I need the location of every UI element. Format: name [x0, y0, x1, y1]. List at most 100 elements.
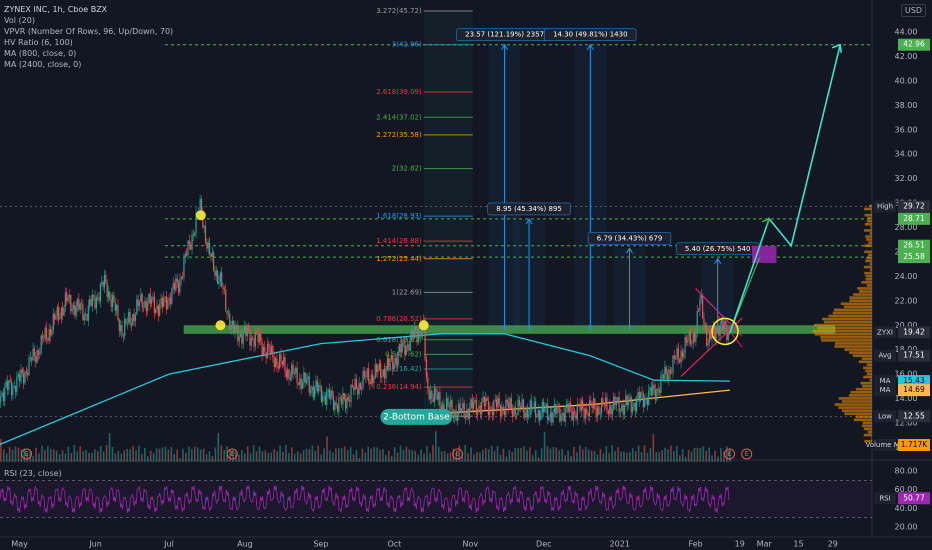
volume-bar: [684, 456, 687, 462]
candle-body: [334, 402, 336, 410]
candle-body: [194, 232, 196, 236]
volume-bar: [176, 449, 178, 462]
candle-body: [582, 400, 584, 409]
time-tick-label: Mar: [757, 540, 773, 549]
volume-bar: [537, 457, 540, 462]
candle-body: [114, 302, 116, 311]
volume-bar: [587, 449, 590, 462]
indicator-vol[interactable]: Vol (20): [4, 16, 35, 25]
candle-body: [322, 396, 324, 402]
candle-body: [432, 398, 434, 403]
volume-bar: [185, 452, 187, 462]
candle-body: [89, 299, 91, 306]
candle-body: [211, 252, 213, 257]
volume-bar: [211, 456, 214, 462]
volume-bar: [67, 446, 70, 462]
candle-body: [436, 394, 438, 400]
volume-bar: [305, 448, 308, 462]
vpvr-bar: [869, 378, 872, 382]
candle-body: [152, 296, 154, 299]
candle-body: [679, 358, 681, 363]
candle-body: [190, 244, 192, 250]
vpvr-bar: [841, 409, 872, 412]
candle-body: [59, 318, 61, 320]
volume-bar: [649, 447, 652, 462]
vpvr-bar: [838, 406, 872, 409]
candle-body: [477, 408, 479, 415]
vpvr-bar: [868, 253, 872, 257]
volume-bar: [241, 449, 243, 462]
candle-body: [561, 413, 564, 415]
candle-body: [416, 331, 418, 343]
volume-bar: [505, 456, 508, 462]
indicator-hv-ratio[interactable]: HV Ratio (6, 100): [4, 38, 73, 47]
vpvr-bar: [817, 326, 872, 330]
candle-body: [199, 199, 201, 213]
candle-body: [210, 253, 212, 257]
candle-body: [230, 324, 232, 329]
vpvr-bar: [853, 293, 872, 296]
candle-body: [126, 322, 128, 324]
indicator-ma-2400[interactable]: MA (2400, close, 0): [4, 60, 82, 69]
volume-bar: [605, 445, 608, 462]
candle-body: [64, 292, 66, 307]
candle-body: [447, 398, 449, 407]
candle-body: [475, 399, 477, 415]
vpvr-bar: [864, 229, 872, 232]
candle-body: [499, 404, 502, 417]
volume-bar: [161, 447, 164, 462]
volume-bar: [338, 448, 340, 462]
time-tick-label: May: [11, 540, 28, 549]
candle-body: [474, 399, 476, 402]
candle-body: [6, 381, 9, 390]
candle-body: [710, 331, 712, 340]
candle-body: [167, 300, 169, 310]
candle-body: [652, 384, 654, 395]
vpvr-bar: [861, 281, 872, 284]
candle-body: [350, 385, 352, 403]
volume-bar: [523, 446, 525, 462]
volume-bar: [449, 452, 452, 462]
indicator-ma-800[interactable]: MA (800, close, 0): [4, 49, 77, 58]
candle-body: [195, 212, 197, 233]
price-tick-label: 28.00: [895, 223, 918, 232]
measure-label-box: [544, 28, 637, 41]
volume-bar: [293, 453, 296, 462]
candle-body: [727, 332, 729, 341]
candle-body: [120, 325, 122, 332]
candle-body: [371, 374, 374, 384]
price-label-box: [898, 349, 930, 362]
candle-body: [133, 314, 135, 322]
candle-body: [491, 408, 494, 416]
volume-bar: [349, 447, 352, 462]
price-tick-label: 14.00: [895, 394, 918, 403]
candle-body: [592, 398, 595, 409]
rsi-legend[interactable]: RSI (23, close): [4, 469, 62, 478]
candle-body: [175, 278, 177, 290]
volume-bar: [437, 446, 440, 462]
volume-bar: [276, 451, 278, 462]
candle-body: [494, 399, 496, 401]
volume-bar: [699, 448, 702, 462]
volume-bar: [487, 449, 490, 462]
volume-bar: [693, 447, 696, 462]
volume-bar: [2, 449, 5, 462]
candle-body: [347, 397, 349, 401]
volume-bar: [373, 446, 375, 462]
candle-body: [637, 391, 639, 399]
candle-body: [326, 392, 328, 405]
candle-body: [124, 318, 126, 336]
candle-body: [75, 306, 77, 316]
indicator-vpvr[interactable]: VPVR (Number Of Rows, 96, Up/Down, 70): [4, 27, 174, 36]
candle-body: [615, 402, 618, 406]
candle-body: [5, 381, 7, 388]
vpvr-bar: [871, 210, 872, 214]
vpvr-bar: [863, 433, 872, 437]
candle-body: [424, 319, 426, 360]
currency-badge[interactable]: USD: [900, 4, 926, 17]
price-tick-label: 24.00: [895, 272, 918, 281]
volume-bar: [546, 446, 549, 462]
volume-bar: [643, 445, 646, 462]
